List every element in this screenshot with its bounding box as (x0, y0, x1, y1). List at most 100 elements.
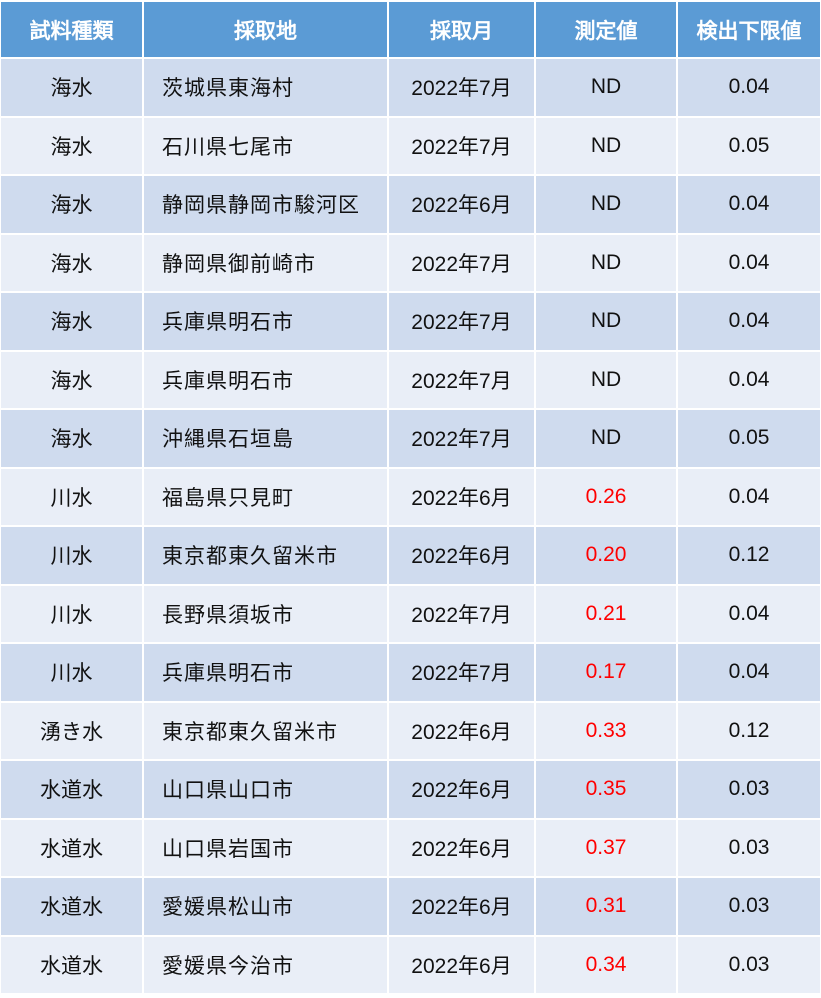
cell-sample-type: 水道水 (1, 936, 142, 993)
table-row: 海水 静岡県御前崎市 2022年7月 ND 0.04 (1, 234, 820, 291)
cell-sample-type: 海水 (1, 59, 142, 116)
cell-sample-type: 川水 (1, 644, 142, 701)
cell-detection-limit: 0.03 (678, 819, 820, 876)
cell-value: 0.37 (536, 819, 676, 876)
table-row: 水道水 山口県岩国市 2022年6月 0.37 0.03 (1, 819, 820, 876)
cell-sample-type: 水道水 (1, 819, 142, 876)
cell-detection-limit: 0.04 (678, 234, 820, 291)
cell-month: 2022年7月 (389, 585, 534, 642)
cell-sample-type: 海水 (1, 234, 142, 291)
cell-location: 愛媛県今治市 (144, 936, 387, 993)
cell-value: 0.21 (536, 585, 676, 642)
cell-month: 2022年6月 (389, 819, 534, 876)
table-row: 川水 長野県須坂市 2022年7月 0.21 0.04 (1, 585, 820, 642)
cell-sample-type: 海水 (1, 117, 142, 174)
cell-month: 2022年7月 (389, 351, 534, 408)
cell-month: 2022年7月 (389, 234, 534, 291)
header-detection-limit: 検出下限値 (678, 2, 820, 57)
table-row: 海水 石川県七尾市 2022年7月 ND 0.05 (1, 117, 820, 174)
cell-sample-type: 海水 (1, 410, 142, 467)
table-row: 川水 東京都東久留米市 2022年6月 0.20 0.12 (1, 527, 820, 584)
cell-value: 0.17 (536, 644, 676, 701)
cell-location: 山口県岩国市 (144, 819, 387, 876)
cell-month: 2022年7月 (389, 644, 534, 701)
cell-detection-limit: 0.03 (678, 878, 820, 935)
table-row: 湧き水 東京都東久留米市 2022年6月 0.33 0.12 (1, 702, 820, 759)
cell-location: 静岡県御前崎市 (144, 234, 387, 291)
cell-location: 福島県只見町 (144, 468, 387, 525)
header-sample-type: 試料種類 (1, 2, 142, 57)
table-row: 水道水 山口県山口市 2022年6月 0.35 0.03 (1, 761, 820, 818)
cell-value: ND (536, 117, 676, 174)
cell-value: ND (536, 59, 676, 116)
cell-detection-limit: 0.12 (678, 527, 820, 584)
cell-value: 0.26 (536, 468, 676, 525)
cell-detection-limit: 0.04 (678, 176, 820, 233)
cell-month: 2022年7月 (389, 293, 534, 350)
table-row: 海水 沖縄県石垣島 2022年7月 ND 0.05 (1, 410, 820, 467)
cell-value: 0.20 (536, 527, 676, 584)
cell-month: 2022年6月 (389, 468, 534, 525)
header-location: 採取地 (144, 2, 387, 57)
cell-sample-type: 水道水 (1, 878, 142, 935)
cell-detection-limit: 0.03 (678, 936, 820, 993)
cell-sample-type: 川水 (1, 468, 142, 525)
cell-detection-limit: 0.04 (678, 585, 820, 642)
cell-value: ND (536, 234, 676, 291)
cell-detection-limit: 0.04 (678, 468, 820, 525)
cell-month: 2022年6月 (389, 878, 534, 935)
header-row: 試料種類 採取地 採取月 測定値 検出下限値 (1, 2, 820, 57)
cell-location: 兵庫県明石市 (144, 351, 387, 408)
cell-location: 兵庫県明石市 (144, 644, 387, 701)
cell-value: 0.35 (536, 761, 676, 818)
cell-value: 0.34 (536, 936, 676, 993)
cell-location: 東京都東久留米市 (144, 527, 387, 584)
cell-month: 2022年6月 (389, 176, 534, 233)
table-row: 海水 兵庫県明石市 2022年7月 ND 0.04 (1, 351, 820, 408)
cell-detection-limit: 0.05 (678, 117, 820, 174)
cell-month: 2022年6月 (389, 527, 534, 584)
cell-detection-limit: 0.04 (678, 644, 820, 701)
cell-detection-limit: 0.03 (678, 761, 820, 818)
cell-location: 愛媛県松山市 (144, 878, 387, 935)
header-month: 採取月 (389, 2, 534, 57)
cell-sample-type: 海水 (1, 293, 142, 350)
cell-location: 沖縄県石垣島 (144, 410, 387, 467)
cell-location: 石川県七尾市 (144, 117, 387, 174)
cell-sample-type: 水道水 (1, 761, 142, 818)
cell-detection-limit: 0.04 (678, 351, 820, 408)
cell-month: 2022年7月 (389, 410, 534, 467)
cell-location: 山口県山口市 (144, 761, 387, 818)
cell-detection-limit: 0.05 (678, 410, 820, 467)
cell-location: 長野県須坂市 (144, 585, 387, 642)
cell-detection-limit: 0.12 (678, 702, 820, 759)
table-row: 川水 福島県只見町 2022年6月 0.26 0.04 (1, 468, 820, 525)
cell-value: 0.33 (536, 702, 676, 759)
cell-month: 2022年6月 (389, 936, 534, 993)
cell-value: ND (536, 351, 676, 408)
table-row: 海水 茨城県東海村 2022年7月 ND 0.04 (1, 59, 820, 116)
cell-sample-type: 川水 (1, 585, 142, 642)
cell-month: 2022年7月 (389, 117, 534, 174)
table-row: 水道水 愛媛県松山市 2022年6月 0.31 0.03 (1, 878, 820, 935)
table-row: 海水 兵庫県明石市 2022年7月 ND 0.04 (1, 293, 820, 350)
table-row: 海水 静岡県静岡市駿河区 2022年6月 ND 0.04 (1, 176, 820, 233)
cell-month: 2022年7月 (389, 59, 534, 116)
cell-sample-type: 海水 (1, 176, 142, 233)
cell-value: ND (536, 176, 676, 233)
cell-value: 0.31 (536, 878, 676, 935)
table-row: 川水 兵庫県明石市 2022年7月 0.17 0.04 (1, 644, 820, 701)
cell-location: 兵庫県明石市 (144, 293, 387, 350)
cell-month: 2022年6月 (389, 761, 534, 818)
cell-value: ND (536, 410, 676, 467)
cell-value: ND (536, 293, 676, 350)
cell-sample-type: 川水 (1, 527, 142, 584)
cell-detection-limit: 0.04 (678, 59, 820, 116)
cell-location: 東京都東久留米市 (144, 702, 387, 759)
cell-detection-limit: 0.04 (678, 293, 820, 350)
cell-sample-type: 海水 (1, 351, 142, 408)
cell-location: 静岡県静岡市駿河区 (144, 176, 387, 233)
header-value: 測定値 (536, 2, 676, 57)
table-row: 水道水 愛媛県今治市 2022年6月 0.34 0.03 (1, 936, 820, 993)
